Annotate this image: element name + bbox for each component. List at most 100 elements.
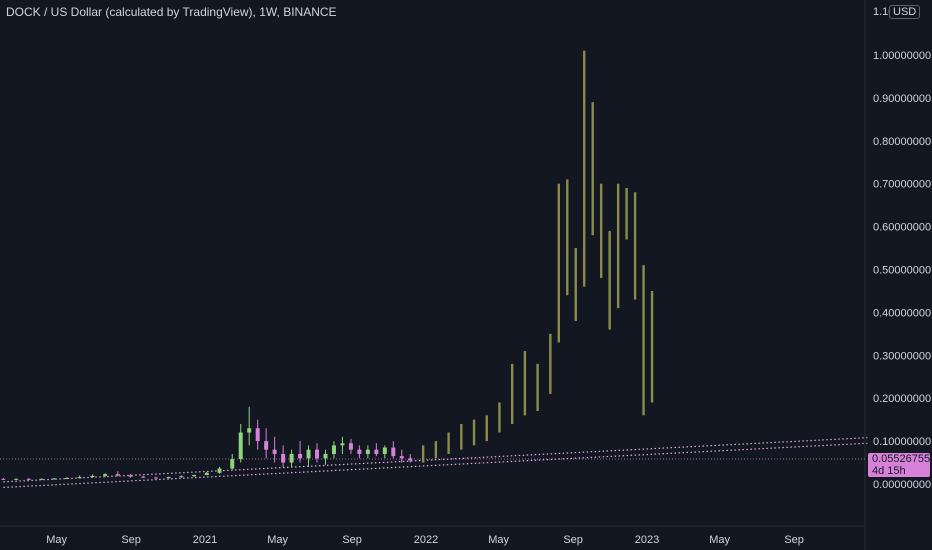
candle-body (77, 477, 82, 479)
projection-bar (566, 179, 569, 296)
price-tick-label: 0.80000000 (873, 136, 931, 148)
projection-bar (642, 265, 645, 416)
projection-bar (608, 230, 611, 330)
projection-bar (536, 363, 539, 412)
time-tick-label: 2022 (414, 534, 438, 546)
bar-countdown: 4d 15h (872, 465, 906, 477)
candle-body (103, 474, 108, 476)
candle-body (391, 447, 396, 457)
time-tick-label: 2023 (635, 534, 659, 546)
price-tick-label: 0.40000000 (873, 307, 931, 319)
price-axis-labels: 1.00000000 0.90000000 0.80000000 0.70000000… (873, 6, 931, 491)
currency-selector[interactable]: USD (889, 5, 921, 19)
candle-body (230, 459, 235, 469)
candle-body (306, 449, 311, 459)
time-tick-label: May (46, 534, 67, 546)
candle-body (192, 474, 197, 477)
projection-bar (421, 445, 425, 463)
price-tick-label: 0.30000000 (873, 350, 931, 362)
candle-body (128, 475, 133, 477)
candle-body (14, 478, 19, 480)
price-tick-label: 0.20000000 (873, 393, 931, 405)
trendline (3, 437, 868, 483)
candle-body (141, 476, 146, 478)
candle-body (217, 468, 222, 473)
projection-bar (583, 50, 586, 287)
candle-body (281, 453, 286, 463)
candle-body (238, 432, 243, 460)
candle-body (323, 453, 328, 459)
last-price-value: 0.05526755 (872, 453, 931, 465)
candle-body (1, 478, 6, 480)
candle-body (340, 443, 345, 446)
projection-bar (574, 248, 577, 321)
candle-body (289, 453, 294, 463)
chart-title: DOCK / US Dollar (calculated by TradingV… (6, 5, 337, 19)
projection-bar (447, 432, 450, 454)
price-tick-label: 1.00000000 (873, 50, 931, 62)
candle-body (153, 477, 158, 479)
candle-body (298, 453, 303, 459)
candle-body (52, 478, 57, 480)
candle-body (166, 477, 171, 479)
time-tick-label: May (488, 534, 509, 546)
candlestick-series (1, 406, 413, 481)
candle-body (272, 449, 277, 454)
price-tick-label: 0.90000000 (873, 93, 931, 105)
projection-bar (472, 419, 476, 446)
time-tick-label: Sep (121, 534, 141, 546)
candle-body (26, 478, 31, 480)
candle-body (90, 475, 95, 478)
projection-bar (557, 183, 560, 343)
time-axis-labels: May Sep 2021 May Sep 2022 May Sep 2023 May Sep (46, 534, 804, 546)
candle-body (374, 449, 379, 454)
time-tick-label: 2021 (193, 534, 217, 546)
time-tick-label: Sep (342, 534, 362, 546)
last-price-tag: 0.05526755 4d 15h (868, 453, 930, 477)
time-tick-label: May (709, 534, 730, 546)
projection-bar (549, 333, 552, 394)
price-tick-label: 0.00000000 (873, 479, 931, 491)
projection-bar (616, 183, 620, 309)
candle-body (382, 447, 387, 454)
currency-label: USD (893, 6, 917, 18)
trendline-group (3, 437, 868, 489)
candle-body (264, 441, 269, 450)
candle-body (315, 449, 320, 459)
projection-bar (625, 187, 628, 240)
candle-body (115, 474, 120, 476)
candle-body (247, 428, 252, 433)
projection-bar (633, 192, 637, 300)
candle-body (357, 449, 362, 454)
candle-body (331, 445, 336, 454)
time-tick-label: May (267, 534, 288, 546)
projection-bar (498, 402, 501, 433)
candle-body (348, 443, 353, 450)
price-tick-label: 0.50000000 (873, 265, 931, 277)
projection-bar (599, 183, 603, 279)
projection-bar (510, 363, 514, 424)
candle-body (204, 472, 209, 475)
trendline (3, 442, 868, 489)
candle-body (399, 456, 404, 459)
time-tick-label: Sep (563, 534, 583, 546)
candle-body (179, 476, 184, 478)
projection-bar (650, 290, 654, 403)
candle-body (64, 477, 69, 479)
price-tick-label: 0.60000000 (873, 222, 931, 234)
projection-bar (434, 441, 438, 459)
projection-bars (421, 50, 654, 463)
candle-body (365, 449, 370, 454)
projection-bar (485, 415, 488, 442)
projection-bar (460, 423, 463, 450)
price-tick-label: 0.10000000 (873, 436, 931, 448)
projection-bar (523, 351, 527, 416)
candle-body (255, 428, 260, 442)
price-tick-label: 0.70000000 (873, 179, 931, 191)
time-tick-label: Sep (784, 534, 804, 546)
projection-bar (591, 102, 594, 236)
candle-body (39, 478, 44, 480)
candle-body (408, 458, 413, 461)
